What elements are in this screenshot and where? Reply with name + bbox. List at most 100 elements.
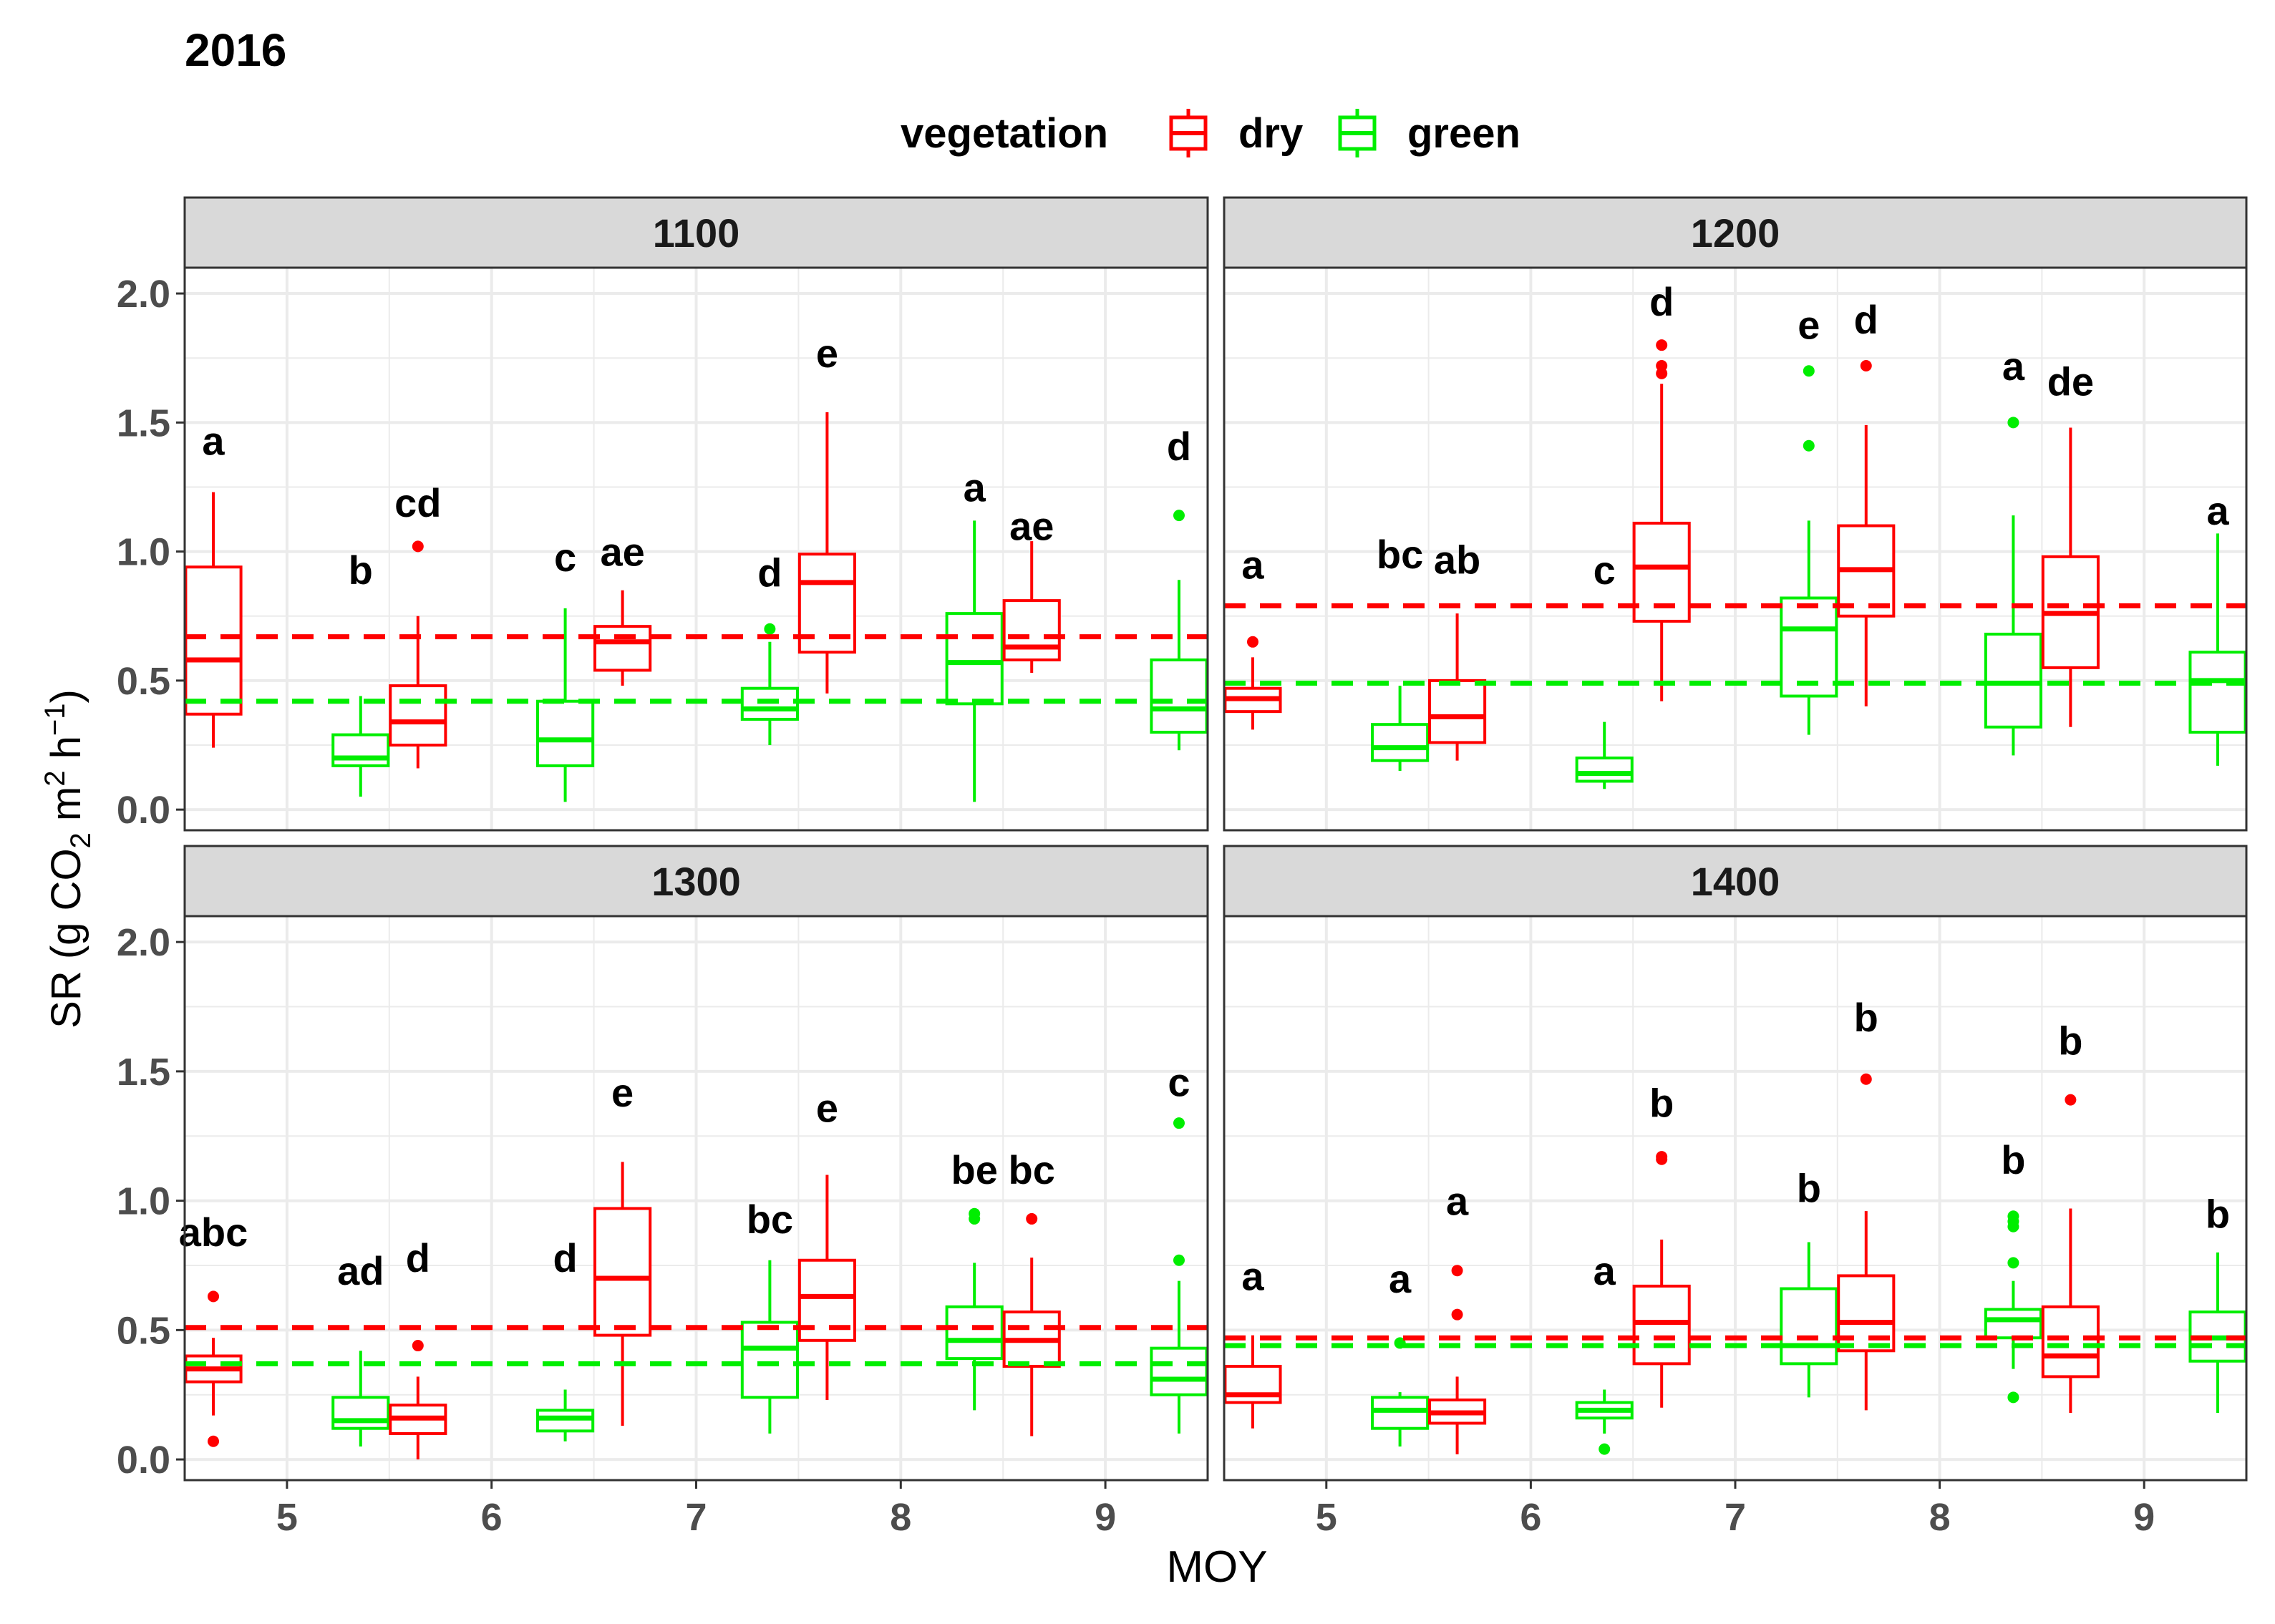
x-axis-title: MOY <box>1166 1542 1267 1592</box>
y-axis-title-m: m <box>43 787 89 832</box>
legend-title: vegetation <box>901 110 1108 157</box>
box-dry-moy-7: ae <box>593 530 652 686</box>
box-green-moy-6: c <box>1575 548 1634 789</box>
box-iqr <box>1984 1308 2042 1340</box>
significance-letter: abc <box>179 1210 248 1255</box>
significance-letter: a <box>1446 1179 1469 1224</box>
significance-letter: a <box>202 419 225 464</box>
significance-letter: e <box>816 1085 838 1130</box>
y-axis-title-h: h <box>43 736 89 770</box>
box-green-moy-7: d <box>740 550 799 746</box>
box-green-moy-8: a <box>945 465 1004 802</box>
box-outlier <box>1656 339 1668 351</box>
box-iqr <box>945 1305 1004 1361</box>
box-green-moy-5: b <box>331 548 390 797</box>
box-iqr <box>536 699 595 767</box>
y-axis-title-sub: 2 <box>65 832 97 848</box>
box-green-moy-6: a <box>1575 1248 1634 1455</box>
box-outlier <box>1860 360 1872 372</box>
box-iqr <box>740 1321 799 1399</box>
facet-strip-label: 1100 <box>653 210 740 256</box>
box-iqr <box>331 1396 390 1430</box>
box-dry-moy-7: e <box>593 1070 652 1426</box>
box-green-moy-8: b <box>1984 1137 2042 1404</box>
significance-letter: d <box>1854 297 1878 342</box>
significance-letter: e <box>816 331 838 376</box>
box-iqr <box>1984 632 2042 729</box>
significance-letter: b <box>349 548 373 593</box>
legend-label-green: green <box>1407 110 1520 157</box>
box-outlier <box>208 1435 220 1447</box>
significance-letter: d <box>1649 279 1674 324</box>
box-green-moy-9: a <box>2188 488 2247 766</box>
box-dry-moy-6: a <box>1428 1179 1487 1454</box>
panel-border <box>1223 266 2248 832</box>
box-iqr <box>536 1409 595 1433</box>
box-green-moy-7: b <box>1780 1166 1838 1398</box>
significance-letter: ae <box>1009 504 1054 549</box>
significance-letter: d <box>757 550 782 595</box>
box-dry-moy-9: bc <box>1002 1147 1061 1436</box>
box-outlier <box>208 1290 220 1303</box>
y-axis-tick-label: 0.0 <box>117 1439 170 1482</box>
significance-letter: b <box>1649 1080 1674 1125</box>
significance-letter: e <box>611 1070 634 1115</box>
significance-letter: bc <box>1377 532 1423 577</box>
box-outlier <box>1860 1073 1872 1085</box>
y-axis-tick-label: 1.5 <box>117 402 170 444</box>
box-outlier <box>1599 1443 1611 1455</box>
significance-letter: a <box>1594 1248 1616 1293</box>
significance-letter: b <box>1797 1166 1821 1211</box>
box-iqr <box>1150 1346 1208 1396</box>
x-axis-tick-label: 8 <box>1929 1496 1951 1539</box>
box-dry-moy-9: ae <box>1002 504 1061 674</box>
box-green-moy-6: d <box>536 1235 595 1441</box>
significance-letter: d <box>553 1235 577 1280</box>
legend: vegetation dry green <box>901 109 1520 157</box>
box-dry-moy-6: cd <box>389 480 447 769</box>
significance-letter: cd <box>394 480 441 525</box>
y-axis-title-main: SR (g CO <box>43 848 89 1028</box>
box-outlier <box>2007 1391 2019 1404</box>
box-dry-moy-7: b <box>1632 1080 1691 1408</box>
box-iqr <box>1780 1287 1838 1366</box>
box-green-moy-5: a <box>1371 1256 1430 1447</box>
box-green-moy-7: bc <box>740 1197 799 1434</box>
significance-letter: d <box>406 1235 430 1280</box>
box-dry-moy-6: d <box>389 1235 447 1460</box>
x-axis-tick-label: 6 <box>481 1496 503 1539</box>
box-outlier <box>1026 1212 1038 1225</box>
box-outlier <box>1173 1117 1185 1129</box>
box-iqr <box>593 1207 652 1337</box>
significance-letter: a <box>2206 488 2229 533</box>
x-axis-tick-label: 9 <box>2133 1496 2155 1539</box>
box-green-moy-5: ad <box>331 1248 390 1447</box>
panel-border <box>183 266 1209 832</box>
facet-strip <box>1223 845 2248 918</box>
box-outlier <box>764 623 776 635</box>
significance-letter: bc <box>747 1197 793 1242</box>
significance-letter: c <box>1168 1059 1190 1104</box>
significance-letter: a <box>1389 1256 1412 1301</box>
x-axis-tick-label: 8 <box>890 1496 911 1539</box>
y-axis-tick-label: 1.0 <box>117 531 170 574</box>
significance-letter: a <box>1241 1253 1264 1298</box>
y-axis-title-close: ) <box>43 689 89 703</box>
box-outlier <box>1656 1151 1668 1163</box>
box-green-moy-5: bc <box>1371 532 1430 772</box>
box-outlier <box>1803 365 1815 377</box>
box-green-moy-7: e <box>1780 302 1838 735</box>
y-axis-tick-label: 2.0 <box>117 273 170 316</box>
significance-letter: ab <box>1434 537 1480 582</box>
box-iqr <box>389 684 447 747</box>
box-green-moy-6: c <box>536 535 595 802</box>
box-iqr <box>1632 1284 1691 1366</box>
x-axis-tick-label: 5 <box>276 1496 298 1539</box>
box-iqr <box>1371 723 1430 762</box>
box-outlier <box>969 1207 981 1220</box>
box-iqr <box>1150 658 1208 734</box>
box-outlier <box>412 540 424 553</box>
box-iqr <box>331 733 390 767</box>
